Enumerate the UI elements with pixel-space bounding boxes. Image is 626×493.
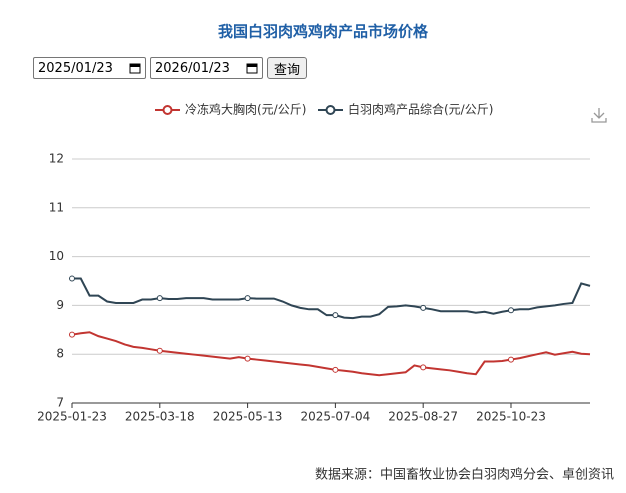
point-marker — [156, 347, 163, 354]
x-tick-label: 2025-08-27 — [388, 410, 458, 424]
point-marker — [507, 307, 514, 314]
x-tick-label: 2025-07-04 — [301, 410, 371, 424]
point-marker — [244, 355, 251, 362]
end-date: 2026/01/23 — [155, 60, 230, 76]
y-tick-label: 9 — [56, 298, 64, 312]
legend-marker — [162, 105, 173, 115]
x-tick-label: 2025-10-23 — [476, 410, 546, 424]
end-date-input[interactable]: 2026/01/23 — [150, 57, 263, 79]
y-tick-label: 7 — [56, 396, 64, 410]
point-marker — [420, 364, 427, 371]
y-tick-label: 8 — [56, 347, 64, 361]
start-date: 2025/01/23 — [38, 60, 113, 76]
point-marker — [156, 295, 163, 302]
point-marker — [69, 331, 75, 338]
start-date-input[interactable]: 2025/01/23 — [33, 57, 146, 79]
y-tick-label: 10 — [49, 249, 64, 263]
y-tick-label: 12 — [49, 152, 64, 166]
calendar-icon — [246, 63, 258, 74]
legend-marker — [325, 105, 336, 115]
chart-title: 我国白羽肉鸡鸡肉产品市场价格 — [218, 23, 429, 41]
point-marker — [507, 356, 514, 363]
x-tick-label: 2025-01-23 — [37, 410, 107, 424]
x-tick-label: 2025-03-18 — [125, 410, 195, 424]
download-icon[interactable] — [591, 108, 607, 123]
series-line — [71, 331, 591, 377]
point-marker — [244, 295, 251, 302]
point-marker — [332, 312, 339, 319]
x-tick-label: 2025-05-13 — [213, 410, 283, 424]
source-note: 数据来源：中国畜牧业协会白羽肉鸡分会、卓创资讯 — [315, 467, 614, 483]
y-tick-label: 11 — [49, 200, 64, 214]
query-button[interactable]: 查询 — [267, 57, 308, 79]
point-marker — [332, 366, 339, 373]
legend-label: 白羽肉鸡产品综合(元/公斤) — [348, 102, 493, 117]
point-marker — [69, 275, 75, 282]
point-marker — [420, 304, 427, 311]
calendar-icon — [129, 63, 141, 74]
legend-label: 冷冻鸡大胸肉(元/公斤) — [185, 102, 306, 117]
series-line — [72, 277, 591, 320]
